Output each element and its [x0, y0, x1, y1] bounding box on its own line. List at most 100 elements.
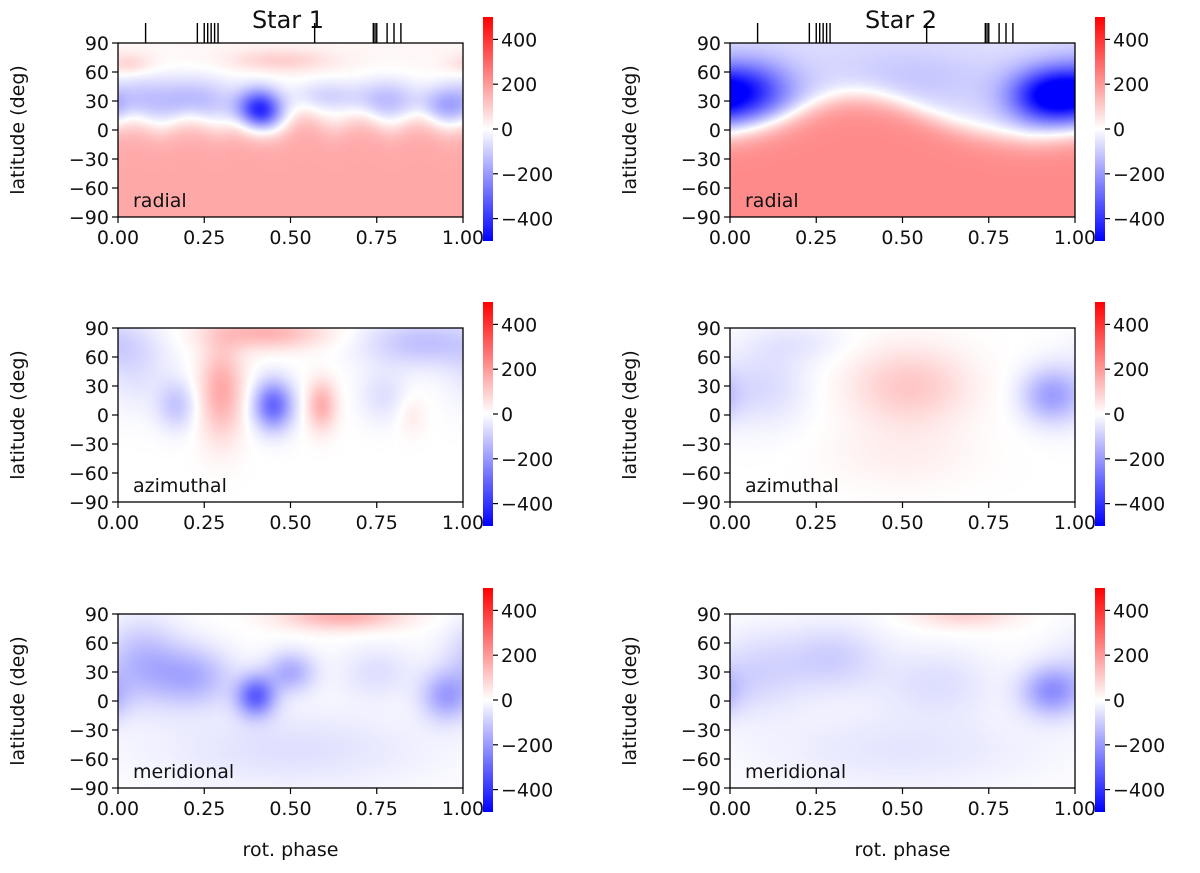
y-tick-label: 0	[709, 120, 721, 142]
heatmap-image	[730, 43, 1075, 217]
x-tick-label: 0.50	[881, 227, 923, 249]
colorbar-tick-label: 0	[501, 690, 513, 712]
x-tick-label: 0.25	[183, 798, 225, 820]
y-tick-label: −60	[681, 178, 721, 200]
x-tick-label: 1.00	[442, 512, 484, 534]
heatmap-image	[118, 43, 463, 217]
y-tick-label: 60	[85, 347, 109, 369]
colorbar-tick-label: 400	[1113, 29, 1149, 51]
y-tick-label: 30	[697, 376, 721, 398]
colorbar-tick-label: −200	[1113, 735, 1165, 757]
y-tick-label: −60	[681, 463, 721, 485]
y-tick-label: −60	[681, 749, 721, 771]
colorbar-tick-label: 200	[501, 645, 537, 667]
colorbar	[1095, 302, 1105, 526]
y-tick-label: 90	[85, 318, 109, 340]
colorbar-tick-label: −400	[1113, 494, 1165, 516]
y-tick-label: −90	[69, 778, 109, 800]
y-tick-label: −30	[69, 720, 109, 742]
colorbar	[483, 17, 493, 241]
heatmap-image	[118, 328, 463, 502]
y-tick-label: 30	[697, 91, 721, 113]
colorbar	[1095, 17, 1105, 241]
x-tick-label: 0.75	[968, 227, 1010, 249]
y-tick-label: −30	[681, 149, 721, 171]
x-tick-label: 0.25	[183, 512, 225, 534]
colorbar-tick-label: 0	[501, 119, 513, 141]
colorbar-tick-label: 200	[1113, 645, 1149, 667]
colorbar	[1095, 588, 1105, 812]
colorbar-tick-label: −400	[501, 780, 553, 802]
colorbar-tick-label: −200	[1113, 164, 1165, 186]
colorbar-tick-label: 400	[501, 600, 537, 622]
colorbar-tick-label: −400	[501, 494, 553, 516]
y-axis-label: latitude (deg)	[7, 65, 29, 195]
colorbar-tick-label: 200	[501, 359, 537, 381]
y-axis-label: latitude (deg)	[7, 636, 29, 766]
y-tick-label: 90	[697, 33, 721, 55]
panel-label: azimuthal	[133, 475, 227, 497]
y-tick-label: 60	[697, 633, 721, 655]
colorbar-tick-label: 200	[1113, 359, 1149, 381]
x-tick-label: 0.75	[356, 227, 398, 249]
panel-radial-2: 90 60 30 0 −30 −60 −900.00 0.25 0.50 0.75 1.00 lati…	[619, 17, 1165, 249]
colorbar-tick-label: 400	[501, 314, 537, 336]
colorbar-tick-label: 400	[501, 29, 537, 51]
panel-azimuthal-2: 90 60 30 0 −30 −60 −900.00 0.25 0.50 0.75 1.00 lati…	[619, 302, 1165, 534]
colorbar	[483, 588, 493, 812]
y-axis-label: latitude (deg)	[619, 636, 641, 766]
y-tick-label: −90	[681, 492, 721, 514]
x-tick-label: 1.00	[442, 227, 484, 249]
heatmap-image	[118, 614, 463, 788]
x-tick-label: 0.50	[881, 512, 923, 534]
column-title-star-2: Star 2	[865, 6, 937, 34]
colorbar-tick-label: 0	[1113, 404, 1125, 426]
panel-label: azimuthal	[745, 475, 839, 497]
colorbar-tick-label: 400	[1113, 600, 1149, 622]
y-tick-label: −90	[69, 207, 109, 229]
colorbar-tick-label: 0	[501, 404, 513, 426]
colorbar	[483, 302, 493, 526]
x-tick-label: 0.25	[795, 512, 837, 534]
y-tick-label: 30	[697, 662, 721, 684]
y-tick-label: 0	[97, 405, 109, 427]
panel-label: meridional	[745, 761, 846, 783]
x-tick-label: 0.25	[795, 798, 837, 820]
y-axis-label: latitude (deg)	[7, 350, 29, 480]
y-tick-label: −90	[681, 207, 721, 229]
x-tick-label: 0.50	[269, 227, 311, 249]
y-tick-label: 90	[697, 604, 721, 626]
y-tick-label: 90	[697, 318, 721, 340]
colorbar-tick-label: 400	[1113, 314, 1149, 336]
y-tick-label: 60	[697, 62, 721, 84]
y-tick-label: 0	[709, 691, 721, 713]
x-tick-label: 0.50	[269, 798, 311, 820]
x-axis-label: rot. phase	[855, 839, 951, 861]
y-tick-label: 30	[85, 91, 109, 113]
y-tick-label: 30	[85, 662, 109, 684]
colorbar-tick-label: −200	[501, 449, 553, 471]
y-tick-label: 0	[97, 691, 109, 713]
y-tick-label: 90	[85, 33, 109, 55]
x-tick-label: 0.00	[709, 512, 751, 534]
panel-label: radial	[745, 190, 799, 212]
colorbar-tick-label: −400	[501, 209, 553, 231]
colorbar-tick-label: 0	[1113, 119, 1125, 141]
y-tick-label: −60	[69, 178, 109, 200]
y-tick-label: 60	[697, 347, 721, 369]
x-tick-label: 0.75	[356, 798, 398, 820]
y-tick-label: −60	[69, 749, 109, 771]
y-tick-label: −30	[681, 720, 721, 742]
column-title-star-1: Star 1	[252, 6, 324, 34]
x-tick-label: 0.50	[881, 798, 923, 820]
y-tick-label: 60	[85, 62, 109, 84]
y-axis-label: latitude (deg)	[619, 65, 641, 195]
panel-azimuthal-1: 90 60 30 0 −30 −60 −900.00 0.25 0.50 0.75 1.00 lati…	[7, 302, 553, 534]
x-tick-label: 0.00	[709, 798, 751, 820]
x-tick-label: 0.00	[709, 227, 751, 249]
x-tick-label: 0.75	[356, 512, 398, 534]
x-tick-label: 1.00	[442, 798, 484, 820]
panel-radial-1: 90 60 30 0 −30 −60 −900.00 0.25 0.50 0.75 1.00 lati…	[7, 17, 553, 249]
